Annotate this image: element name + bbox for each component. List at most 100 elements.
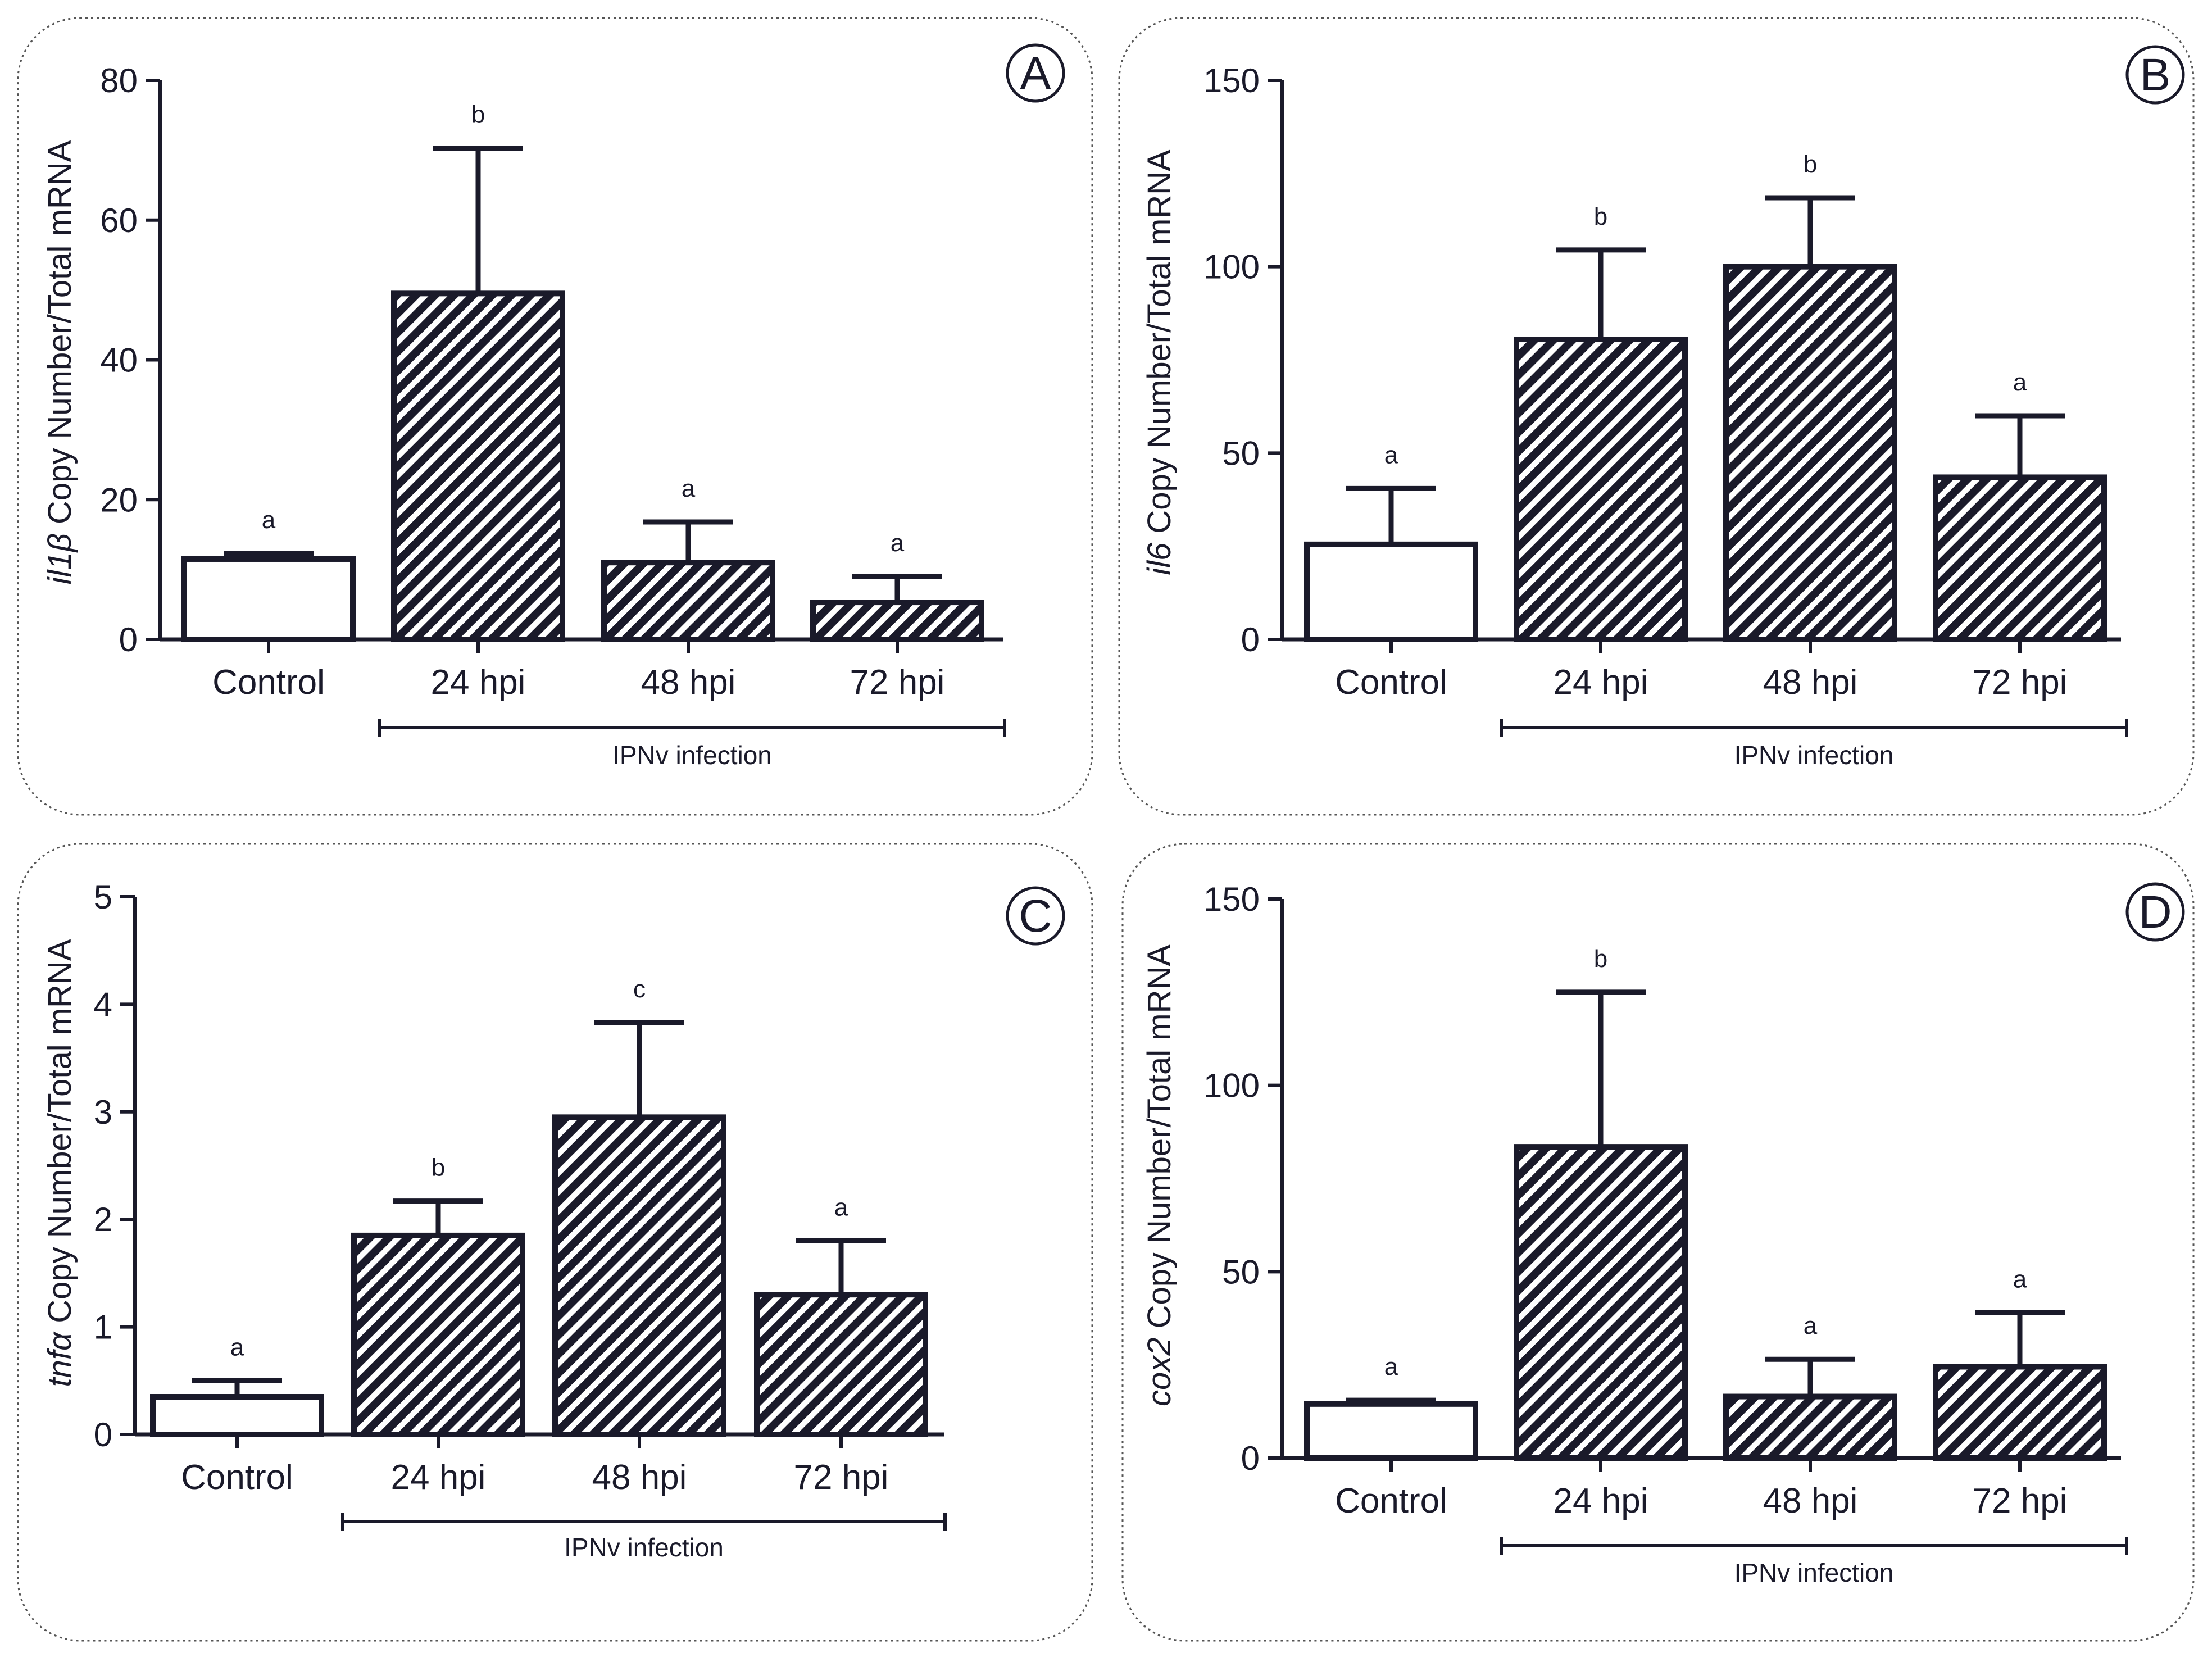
y-tick-label: 2 (94, 1201, 112, 1238)
x-tick-label-72-hpi: 72 hpi (1973, 663, 2068, 702)
panel-a-group-label: IPNv infection (612, 741, 772, 770)
bar-72-hpi (1933, 474, 2107, 642)
x-tick-label-24-hpi: 24 hpi (431, 663, 526, 702)
panel-d-letter-circle (2125, 882, 2185, 942)
y-tick-label: 40 (100, 342, 138, 379)
bar-72-hpi (1933, 1364, 2107, 1461)
y-tick-label: 1 (94, 1309, 112, 1346)
bar-48-hpi (552, 1114, 726, 1437)
y-tick-label: 0 (94, 1416, 112, 1454)
panel-c-x-axis: Control 24 hpi 48 hpi 72 hpi (135, 1432, 944, 1497)
y-tick-label: 80 (100, 62, 138, 99)
significance-label-72-hpi: a (834, 1193, 848, 1221)
panel-c-group-bracket: IPNv infection (341, 1513, 947, 1562)
significance-label-48-hpi: c (633, 975, 646, 1003)
panel-d-error-bars (1346, 989, 2065, 1404)
panel-d: D cox2 Copy Number/Total mRNA a b a a 0 50 10… (1121, 843, 2195, 1642)
panel-c-significance-labels: a b c a (230, 975, 848, 1361)
panel-a-y-axis-label: il1β Copy Number/Total mRNA (42, 140, 78, 584)
panel-d-y-axis-label: cox2 Copy Number/Total mRNA (1141, 944, 1178, 1406)
y-tick-label: 150 (1203, 880, 1260, 918)
x-tick-label-24-hpi: 24 hpi (1554, 663, 1648, 702)
panel-b-bars (1304, 264, 2107, 642)
panel-a-significance-labels: a b a a (262, 101, 905, 557)
panel-b-y-axis: 0 50 100 150 (1203, 62, 1284, 659)
panel-d-letter: D (2138, 887, 2172, 938)
x-tick-label-control: Control (181, 1458, 293, 1497)
y-tick-label: 0 (119, 621, 138, 659)
y-tick-label: 150 (1203, 62, 1260, 99)
bar-48-hpi (1723, 1393, 1897, 1461)
y-tick-label: 50 (1222, 1253, 1260, 1291)
x-tick-label-48-hpi: 48 hpi (1763, 1482, 1858, 1520)
significance-label-24-hpi: b (1594, 945, 1607, 973)
panel-c-letter: C (1019, 891, 1052, 942)
bar-control (1304, 1401, 1478, 1461)
x-tick-label-72-hpi: 72 hpi (1973, 1482, 2068, 1520)
bar-48-hpi (1723, 264, 1897, 642)
panel-b-error-bars (1346, 195, 2065, 544)
bar-24-hpi (1514, 337, 1688, 642)
x-tick-label-48-hpi: 48 hpi (1763, 663, 1858, 702)
x-tick-label-24-hpi: 24 hpi (1554, 1482, 1648, 1520)
panel-b-frame (1118, 17, 2195, 816)
panel-d-bars (1304, 1144, 2107, 1461)
panel-b: B il6 Copy Number/Total mRNA a b b a 0 50 100… (1118, 17, 2195, 816)
significance-label-control: a (1384, 441, 1398, 469)
significance-label-72-hpi: a (2013, 1265, 2027, 1293)
bar-control (150, 1394, 324, 1438)
x-tick-label-48-hpi: 48 hpi (592, 1458, 687, 1497)
x-tick-label-control: Control (1335, 1482, 1447, 1520)
panel-c: C tnfα Copy Number/Total mRNA a b c a 0 1 2 3 4… (17, 843, 1093, 1642)
x-tick-label-control: Control (1335, 663, 1447, 702)
panel-a-letter-circle (1006, 43, 1065, 103)
significance-label-48-hpi: b (1804, 151, 1817, 178)
significance-label-24-hpi: b (1594, 203, 1607, 230)
panel-d-x-axis: Control 24 hpi 48 hpi 72 hpi (1282, 1456, 2121, 1520)
panel-b-y-axis-label: il6 Copy Number/Total mRNA (1141, 149, 1178, 575)
x-tick-label-control: Control (212, 663, 325, 702)
bar-control (181, 556, 356, 642)
significance-label-48-hpi: a (682, 475, 696, 502)
significance-label-48-hpi: a (1804, 1312, 1818, 1339)
significance-label-control: a (230, 1333, 244, 1361)
bar-72-hpi (810, 600, 984, 643)
bar-24-hpi (351, 1232, 525, 1437)
y-tick-label: 0 (1241, 1440, 1260, 1477)
panel-b-x-axis: Control 24 hpi 48 hpi 72 hpi (1282, 637, 2121, 702)
panel-c-y-axis: 0 1 2 3 4 5 (94, 878, 137, 1454)
panel-b-group-bracket: IPNv infection (1500, 719, 2128, 770)
bar-control (1304, 541, 1478, 642)
x-tick-label-48-hpi: 48 hpi (641, 663, 736, 702)
bar-24-hpi (391, 290, 565, 642)
significance-label-24-hpi: b (471, 101, 485, 129)
bar-48-hpi (601, 560, 775, 642)
panel-d-y-axis: 0 50 100 150 (1203, 880, 1284, 1477)
x-tick-label-72-hpi: 72 hpi (850, 663, 945, 702)
panel-c-y-axis-label: tnfα Copy Number/Total mRNA (42, 939, 78, 1387)
panel-b-significance-labels: a b b a (1384, 151, 2027, 469)
panel-d-group-label: IPNv infection (1734, 1558, 1894, 1587)
panel-c-letter-circle (1006, 886, 1065, 946)
panel-d-group-bracket: IPNv infection (1500, 1537, 2128, 1587)
panel-a-group-bracket: IPNv infection (378, 719, 1006, 770)
y-tick-label: 3 (94, 1093, 112, 1131)
significance-label-24-hpi: b (432, 1154, 445, 1182)
panel-a-frame (17, 17, 1093, 816)
panel-c-bars (150, 1114, 928, 1438)
significance-label-72-hpi: a (891, 529, 905, 557)
bar-24-hpi (1514, 1144, 1688, 1461)
y-tick-label: 50 (1222, 434, 1260, 472)
panel-a-y-axis: 0 20 40 60 80 (100, 62, 162, 659)
panel-a-x-axis: Control 24 hpi 48 hpi 72 hpi (160, 637, 1003, 702)
panel-c-group-label: IPNv infection (564, 1533, 724, 1562)
y-tick-label: 0 (1241, 621, 1260, 659)
panel-d-significance-labels: a b a a (1384, 945, 2027, 1381)
bar-72-hpi (754, 1292, 928, 1437)
significance-label-control: a (262, 506, 276, 534)
y-tick-label: 20 (100, 481, 138, 519)
panel-d-frame (1121, 843, 2195, 1642)
y-tick-label: 4 (94, 986, 112, 1023)
panel-c-frame (17, 843, 1093, 1642)
